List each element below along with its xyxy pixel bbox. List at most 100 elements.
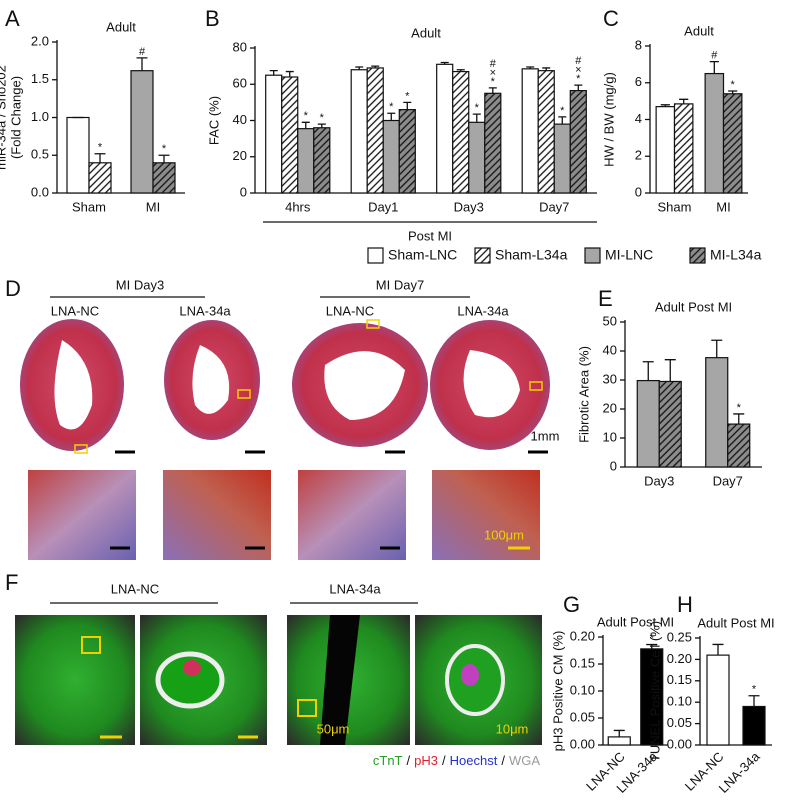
error-bar: [355, 66, 364, 70]
bar: [673, 103, 694, 194]
panel-label: F: [5, 570, 18, 595]
y-tick-label: 80: [233, 39, 247, 54]
bar: [88, 162, 112, 194]
cavity: [54, 340, 93, 430]
scale-label: 100μm: [484, 527, 524, 542]
significance-mark: ×: [575, 64, 581, 76]
bar: [452, 70, 470, 194]
significance-mark: *: [304, 110, 309, 122]
error-bar: [94, 153, 106, 163]
x-tick-label: Day7: [539, 199, 569, 214]
error-bar: [646, 643, 658, 649]
y-tick-label: 40: [233, 112, 247, 127]
significance-mark: #: [575, 55, 582, 67]
stain-name: WGA: [509, 753, 540, 768]
inset-box: [237, 389, 251, 399]
error-bar: [748, 695, 760, 707]
significance-mark: *: [731, 79, 736, 91]
micrograph: [28, 470, 136, 560]
bar: [366, 67, 384, 194]
error-bar: [558, 116, 567, 125]
group-label: LNA-NC: [111, 581, 159, 596]
legend-label: MI-L34a: [710, 247, 762, 263]
significance-mark: *: [320, 112, 325, 124]
significance-mark: *: [737, 402, 742, 414]
significance-mark: *: [491, 76, 496, 88]
x-tick-label: Day1: [368, 199, 398, 214]
x-tick-label: LNA-34a: [716, 748, 763, 795]
y-tick-label: 0.10: [570, 682, 595, 697]
error-bar: [613, 729, 625, 737]
panel-label: H: [677, 592, 693, 617]
y-tick-label: 0.0: [31, 184, 49, 199]
error-bar: [158, 154, 170, 163]
panel-label: G: [563, 592, 580, 617]
separator: /: [407, 753, 411, 768]
bar: [705, 357, 729, 468]
group-label: MI Day7: [376, 277, 424, 292]
error-bar: [317, 123, 326, 128]
y-axis-label: Fibrotic Area (%): [576, 346, 591, 443]
x-tick-label: 4hrs: [285, 199, 311, 214]
panel-label: D: [5, 276, 21, 301]
significance-mark: #: [490, 58, 497, 70]
column-label: LNA-34a: [457, 303, 509, 318]
error-bar: [403, 101, 412, 110]
chart-title: Adult Post MI: [597, 614, 674, 629]
panel-d: D MI Day3 MI Day7 LNA-NC LNA-34a LNA-NC …: [5, 276, 559, 560]
bar: [704, 72, 725, 194]
error-bar: [301, 121, 310, 129]
bar: [722, 93, 743, 194]
y-tick-label: 0: [635, 184, 642, 199]
bar: [636, 379, 660, 468]
x-tick-label: Sham: [72, 199, 106, 214]
y-tick-label: 0.20: [667, 651, 692, 666]
micrograph: [432, 470, 540, 560]
column-label: LNA-NC: [51, 303, 99, 318]
chart-title: Adult: [684, 23, 714, 38]
group-label: LNA-34a: [329, 581, 381, 596]
y-tick-label: 0.05: [667, 715, 692, 730]
bar: [398, 109, 416, 194]
y-axis-label: pH3 Positive CM (%): [550, 631, 565, 752]
error-bar: [371, 65, 380, 68]
x-tick-label: Day3: [454, 199, 484, 214]
y-tick-label: 0.20: [570, 628, 595, 643]
y-tick-label: 1.0: [31, 109, 49, 124]
bar: [484, 92, 502, 194]
error-bar: [711, 339, 723, 358]
y-tick-label: 4: [635, 111, 642, 126]
bar: [658, 380, 682, 468]
y-tick-label: 20: [233, 148, 247, 163]
error-bar: [728, 90, 738, 94]
bar: [66, 116, 90, 194]
separator: /: [501, 753, 505, 768]
column-label: LNA-NC: [326, 303, 374, 318]
error-bar: [642, 361, 654, 381]
error-bar: [269, 70, 278, 76]
error-bar: [136, 57, 148, 71]
y-tick-label: 1.5: [31, 71, 49, 86]
stain-name: Hoechst: [450, 753, 498, 768]
y-tick-label: 0: [240, 184, 247, 199]
y-tick-label: 20: [603, 400, 617, 415]
chart-title: Adult: [411, 25, 441, 40]
inset-box: [529, 381, 543, 391]
nucleus: [461, 664, 479, 686]
inset-box: [297, 699, 317, 717]
bar: [313, 127, 331, 194]
y-tick-label: 0.10: [667, 694, 692, 709]
bar: [281, 76, 299, 194]
bar: [350, 69, 368, 194]
scale-label: 50μm: [317, 721, 350, 736]
error-bar: [488, 87, 497, 94]
significance-mark: ×: [490, 67, 496, 79]
error-bar: [679, 98, 689, 104]
significance-mark: *: [98, 142, 103, 154]
panel-label: A: [5, 6, 20, 31]
error-bar: [574, 84, 583, 91]
significance-mark: *: [405, 90, 410, 102]
legend-swatch: [584, 247, 601, 264]
y-tick-label: 2: [635, 148, 642, 163]
cell: [155, 651, 225, 709]
